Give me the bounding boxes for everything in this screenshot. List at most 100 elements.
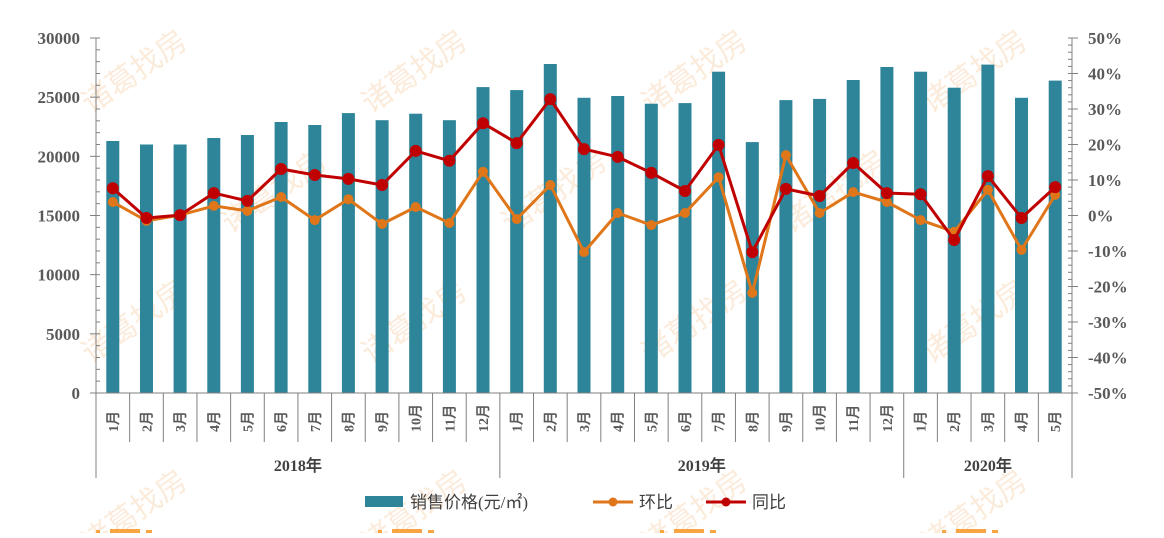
price-bar bbox=[779, 100, 793, 393]
cropped-footer-fragments bbox=[96, 529, 998, 533]
watermark-text: 诸葛找房 bbox=[355, 23, 473, 120]
price-bar bbox=[476, 87, 490, 393]
mom-marker bbox=[377, 219, 388, 229]
month-label: 7月 bbox=[308, 411, 324, 432]
price-bar bbox=[813, 98, 827, 394]
watermark-text: 诸葛找房 bbox=[775, 143, 893, 240]
price-bar bbox=[745, 142, 759, 393]
yoy-marker bbox=[712, 138, 725, 151]
footer-fragment bbox=[96, 530, 100, 533]
price-bar bbox=[678, 103, 692, 393]
price-bar bbox=[375, 120, 389, 393]
left-tick-label: 25000 bbox=[38, 88, 81, 107]
month-label: 1月 bbox=[510, 411, 526, 432]
left-tick-label: 20000 bbox=[38, 147, 81, 166]
yoy-marker bbox=[645, 166, 658, 179]
yoy-marker bbox=[746, 246, 759, 259]
month-label: 8月 bbox=[745, 411, 761, 432]
footer-fragment bbox=[146, 530, 152, 533]
mom-marker bbox=[680, 208, 690, 218]
yoy-marker bbox=[813, 190, 826, 202]
month-label: 11月 bbox=[442, 405, 458, 432]
year-label: 2020年 bbox=[964, 456, 1012, 475]
mom-marker bbox=[646, 220, 657, 231]
price-bar bbox=[140, 144, 153, 393]
price-bar bbox=[644, 103, 658, 393]
yoy-marker bbox=[376, 179, 389, 191]
right-tick-label: -30% bbox=[1088, 313, 1128, 332]
price-bar bbox=[207, 138, 221, 393]
yoy-marker bbox=[578, 143, 590, 156]
month-label: 1月 bbox=[914, 411, 930, 432]
price-bars bbox=[106, 64, 1062, 394]
right-tick-label: -50% bbox=[1088, 384, 1128, 403]
yoy-marker bbox=[779, 182, 792, 195]
right-tick-label: 20% bbox=[1088, 136, 1122, 155]
mom-marker bbox=[309, 215, 320, 226]
month-label: 12月 bbox=[880, 404, 896, 432]
right-tick-label: 30% bbox=[1088, 100, 1122, 119]
price-bar bbox=[712, 71, 726, 393]
month-label: 1月 bbox=[106, 411, 122, 432]
left-tick-label: 15000 bbox=[38, 207, 81, 226]
legend-label-mom: 环比 bbox=[639, 493, 673, 512]
price-bar bbox=[240, 135, 254, 393]
yoy-marker bbox=[275, 163, 288, 175]
legend-bar-swatch bbox=[365, 496, 403, 507]
mom-marker bbox=[982, 184, 993, 195]
footer-fragment bbox=[392, 529, 422, 533]
month-label: 3月 bbox=[577, 411, 593, 432]
month-label: 3月 bbox=[173, 411, 189, 432]
footer-fragment bbox=[378, 530, 382, 533]
month-label: 2月 bbox=[543, 411, 559, 432]
month-label: 5月 bbox=[644, 411, 660, 432]
month-label: 4月 bbox=[1015, 411, 1031, 432]
price-bar bbox=[510, 90, 524, 393]
month-label: 11月 bbox=[846, 405, 862, 432]
right-tick-label: -40% bbox=[1088, 349, 1128, 368]
yoy-marker bbox=[443, 154, 456, 167]
mom-marker bbox=[848, 187, 859, 198]
yoy-marker bbox=[981, 170, 994, 183]
price-bar bbox=[308, 125, 322, 393]
mom-marker bbox=[242, 205, 253, 216]
price-bar bbox=[543, 64, 557, 393]
legend-mom-marker-icon bbox=[608, 497, 618, 507]
footer-fragment bbox=[428, 530, 434, 533]
mom-marker bbox=[107, 197, 118, 207]
price-bar bbox=[173, 144, 187, 393]
mom-marker bbox=[612, 208, 623, 218]
month-label: 10月 bbox=[813, 404, 829, 432]
mom-marker bbox=[545, 180, 556, 190]
price-bar bbox=[914, 71, 928, 393]
yoy-marker bbox=[106, 182, 119, 195]
footer-fragment bbox=[942, 530, 946, 533]
month-label: 7月 bbox=[712, 411, 728, 432]
mom-marker bbox=[511, 214, 522, 225]
price-bar bbox=[981, 64, 995, 393]
yoy-marker bbox=[847, 157, 860, 169]
yoy-marker bbox=[880, 187, 893, 200]
month-label: 10月 bbox=[409, 404, 425, 432]
left-tick-label: 0 bbox=[72, 384, 81, 403]
yoy-marker bbox=[611, 150, 624, 163]
yoy-marker bbox=[510, 137, 523, 150]
price-bar bbox=[409, 113, 423, 393]
legend-label-yoy: 同比 bbox=[752, 493, 786, 512]
yoy-marker bbox=[342, 172, 355, 185]
ratio-lines bbox=[106, 93, 1062, 298]
left-tick-label: 30000 bbox=[38, 29, 81, 48]
watermark-text: 诸葛找房 bbox=[75, 463, 193, 533]
yoy-marker bbox=[679, 185, 691, 197]
axes: 0 5000 10000 15000 20000 25000 30000 -50% -40% -3… bbox=[38, 29, 1128, 403]
price-bar bbox=[880, 67, 894, 393]
price-bar bbox=[442, 120, 456, 393]
right-tick-label: -20% bbox=[1088, 278, 1128, 297]
year-label: 2019年 bbox=[678, 456, 726, 475]
month-label: 4月 bbox=[611, 411, 627, 432]
yoy-marker bbox=[140, 212, 153, 224]
footer-fragment bbox=[660, 530, 664, 533]
footer-fragment bbox=[110, 529, 140, 533]
footer-fragment bbox=[674, 529, 704, 533]
